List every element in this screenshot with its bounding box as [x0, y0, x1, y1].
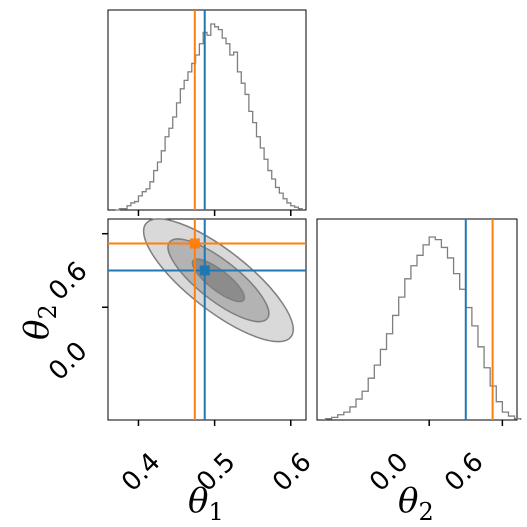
axis-label-theta2-left-symbol: θ: [17, 320, 57, 340]
axis-label-theta1-symbol: θ: [188, 481, 208, 521]
axis-label-theta2-bottom-symbol: θ: [398, 481, 418, 521]
hist-theta2-step: [324, 236, 522, 420]
tick-label-theta1-2: 0.6: [267, 447, 317, 497]
hist-theta1-series: [115, 23, 303, 211]
panel-2d-theta1-theta2: [102, 218, 307, 426]
panel-hist-theta2: [316, 218, 522, 426]
axis-label-theta2-left-sub: 2: [34, 304, 62, 319]
hist-theta2-truth-lines: [464, 219, 494, 420]
tick-label-theta2-left-1: 0.0: [43, 336, 93, 386]
axis-label-theta1: θ1: [188, 481, 224, 526]
axis-label-theta2-left: θ2: [17, 304, 62, 340]
axis-label-theta2-bottom-sub: 2: [418, 498, 433, 526]
truth-markers-2d: [108, 219, 306, 420]
panel-2d-ticks: [102, 232, 292, 426]
hist-theta1-ticks: [137, 210, 292, 216]
hist-theta2-ticks: [428, 420, 504, 426]
hist-theta1-step: [115, 23, 303, 211]
panel-hist-theta1: [107, 9, 307, 216]
hist-theta1-truth-lines: [193, 10, 206, 210]
truth-marker-2d-orange: [189, 238, 200, 249]
tick-label-theta2-left-0: 0.6: [43, 256, 93, 306]
tick-label-theta1-0: 0.4: [116, 447, 166, 497]
tick-label-theta2-bottom-1: 0.6: [439, 447, 489, 497]
hist-theta2-series: [324, 236, 522, 420]
axis-label-theta2-bottom: θ2: [398, 481, 434, 526]
truth-marker-2d-blue: [199, 265, 210, 276]
axis-label-theta1-sub: 1: [208, 498, 223, 526]
